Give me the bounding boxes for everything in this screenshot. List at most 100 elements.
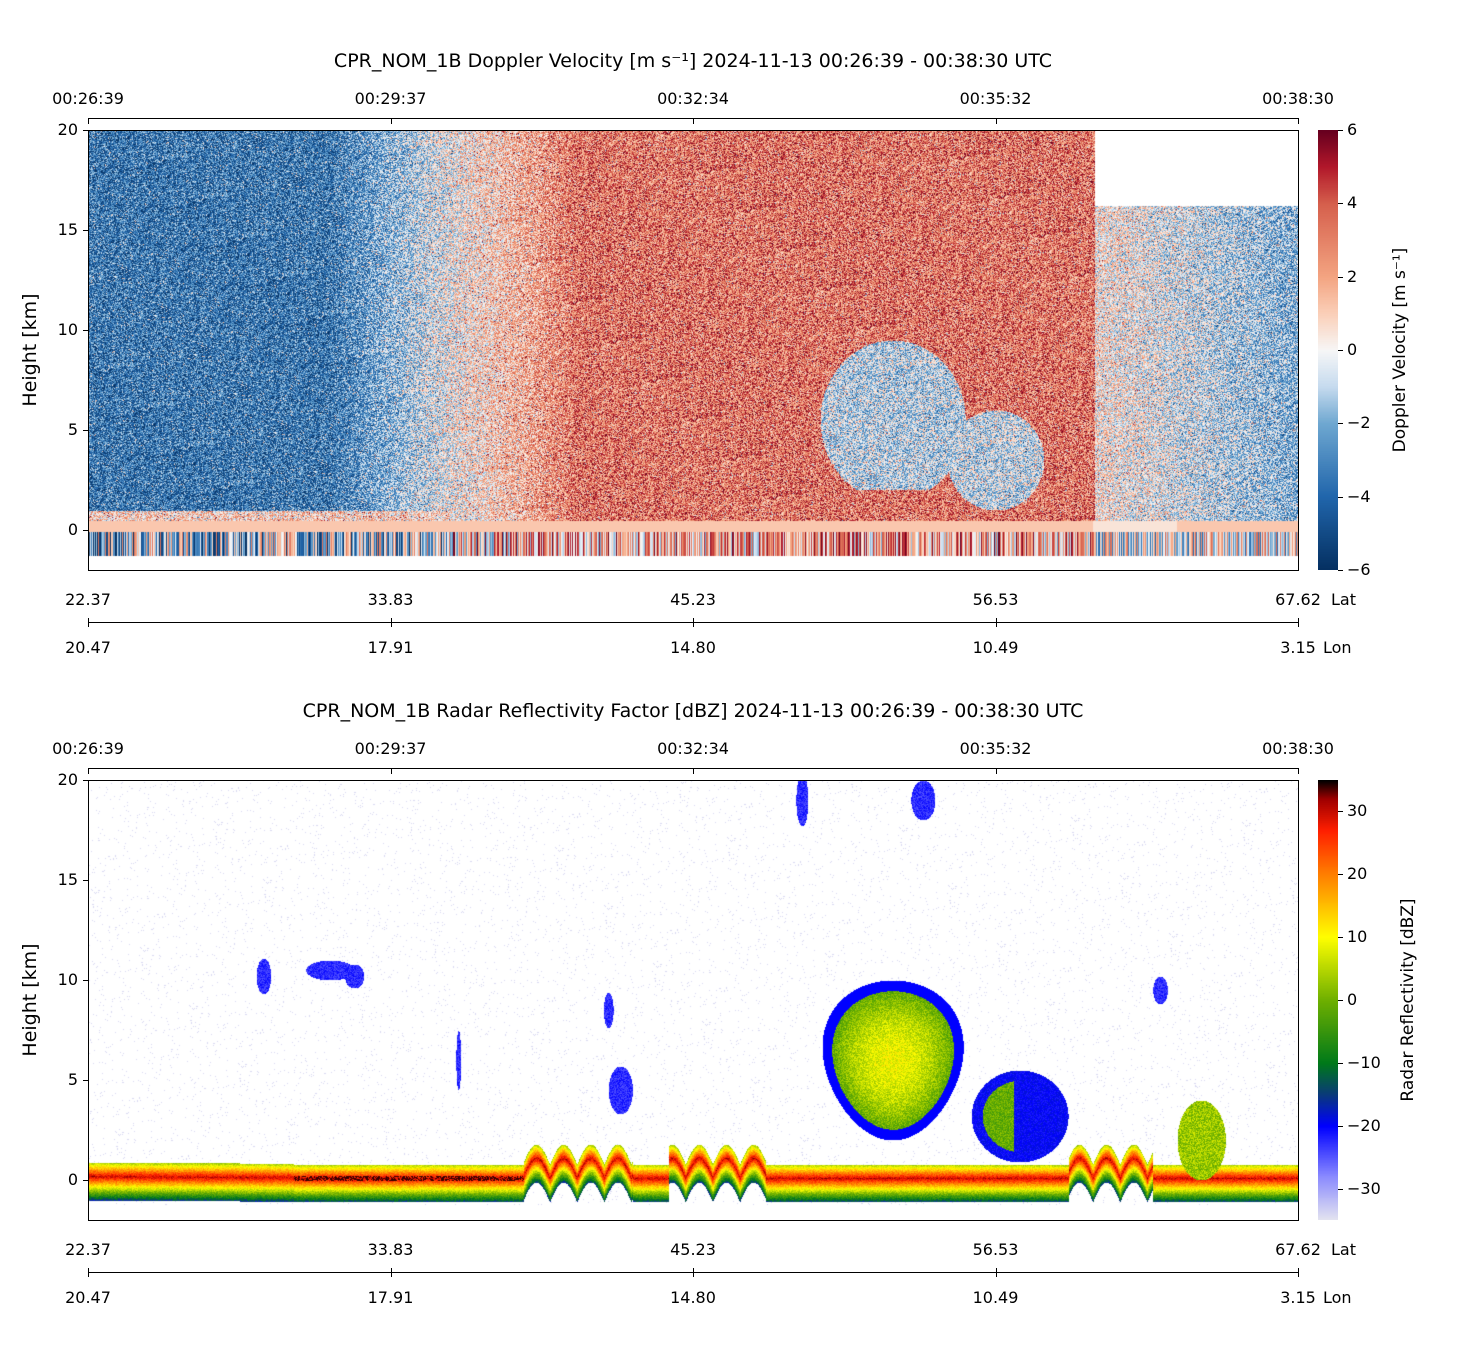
time-tick-label: 00:38:30: [1262, 739, 1334, 758]
colorbar-label: Radar Reflectivity [dBZ]: [1398, 898, 1418, 1102]
y-tick-label: 15: [57, 870, 78, 889]
y-tick-mark: [83, 130, 88, 131]
lat-tick-label: 67.62: [1275, 1240, 1321, 1259]
lon-tick-mark: [995, 618, 997, 627]
y-tick-mark: [83, 1080, 88, 1081]
y-axis-label: Height [km]: [19, 943, 41, 1057]
lat-label: Lat: [1331, 1240, 1356, 1259]
time-tick-mark: [995, 768, 997, 774]
time-tick-mark: [995, 118, 997, 124]
heatmap-image: [88, 130, 1298, 570]
lon-tick-label: 3.15: [1280, 638, 1316, 657]
lon-tick-label: 14.80: [670, 638, 716, 657]
colorbar-tick-label: −2: [1347, 413, 1371, 433]
lat-label: Lat: [1331, 590, 1356, 609]
colorbar-tick-mark: [1338, 874, 1343, 876]
y-tick-label: 10: [57, 970, 78, 989]
time-tick-mark: [1298, 118, 1299, 124]
lon-label: Lon: [1323, 638, 1352, 657]
lon-tick-label: 20.47: [65, 638, 111, 657]
time-tick-mark: [390, 118, 392, 124]
time-tick-label: 00:29:37: [354, 739, 427, 758]
lon-tick-mark: [693, 618, 694, 627]
lon-tick-mark: [693, 1268, 694, 1277]
y-tick-label: 10: [57, 320, 78, 339]
lon-tick-label: 20.47: [65, 1288, 111, 1307]
lon-tick-mark: [390, 618, 392, 627]
lat-tick-label: 33.83: [367, 1240, 414, 1259]
colorbar-tick-label: −20: [1347, 1115, 1381, 1135]
colorbar-tick-mark: [1338, 130, 1343, 131]
chart-title: CPR_NOM_1B Radar Reflectivity Factor [dB…: [302, 700, 1084, 722]
colorbar-tick-label: 10: [1347, 927, 1368, 947]
y-tick-label: 20: [57, 770, 78, 789]
time-tick-label: 00:35:32: [959, 739, 1032, 758]
y-tick-mark: [83, 530, 88, 531]
y-tick-mark: [83, 330, 88, 331]
lon-tick-mark: [390, 1268, 392, 1277]
colorbar-tick-label: −30: [1347, 1178, 1381, 1198]
colorbar-tick-mark: [1338, 937, 1343, 939]
y-tick-label: 0: [67, 520, 78, 539]
y-tick-mark: [83, 980, 88, 981]
time-tick-mark: [693, 118, 694, 124]
colorbar-tick-mark: [1338, 1000, 1343, 1001]
y-tick-mark: [83, 780, 88, 781]
colorbar-tick-mark: [1338, 1188, 1343, 1190]
time-tick-label: 00:35:32: [959, 89, 1032, 108]
colorbar-tick-label: 4: [1347, 193, 1358, 213]
colorbar-tick-label: 20: [1347, 864, 1368, 884]
colorbar-tick-label: 6: [1347, 120, 1358, 139]
time-tick-label: 00:26:39: [52, 89, 124, 108]
lon-tick-label: 17.91: [367, 638, 414, 657]
colorbar-tick-mark: [1338, 1062, 1343, 1064]
lat-tick-label: 33.83: [367, 590, 414, 609]
colorbar-tick-mark: [1338, 1125, 1343, 1127]
heatmap-image: [88, 780, 1298, 1220]
colorbar-tick-mark: [1338, 496, 1343, 498]
lon-tick-mark: [1298, 1268, 1299, 1277]
colorbar-tick-label: −10: [1347, 1052, 1381, 1072]
colorbar-tick-label: 0: [1347, 340, 1358, 359]
y-tick-label: 5: [67, 1070, 78, 1089]
time-tick-mark: [390, 768, 392, 774]
chart-title: CPR_NOM_1B Doppler Velocity [m s⁻¹] 2024…: [333, 50, 1053, 72]
y-tick-mark: [83, 430, 88, 431]
y-tick-label: 5: [67, 420, 78, 439]
lat-tick-label: 56.53: [972, 1240, 1019, 1259]
colorbar-tick-mark: [1338, 570, 1343, 571]
colorbar-tick-mark: [1338, 276, 1343, 278]
lat-tick-label: 56.53: [972, 590, 1019, 609]
time-tick-label: 00:26:39: [52, 739, 124, 758]
colorbar-tick-mark: [1338, 350, 1343, 351]
lat-tick-label: 67.62: [1275, 590, 1321, 609]
lon-tick-label: 10.49: [972, 638, 1019, 657]
y-tick-mark: [83, 230, 88, 231]
colorbar-tick-label: 0: [1347, 990, 1358, 1009]
colorbar-tick-mark: [1338, 423, 1343, 425]
lon-tick-mark: [1298, 618, 1299, 627]
colorbar-tick-label: 30: [1347, 801, 1368, 821]
time-tick-label: 00:32:34: [657, 89, 729, 108]
y-tick-label: 15: [57, 220, 78, 239]
time-tick-label: 00:32:34: [657, 739, 729, 758]
lon-tick-label: 3.15: [1280, 1288, 1316, 1307]
colorbar-tick-label: −4: [1347, 486, 1371, 506]
y-axis-label: Height [km]: [19, 293, 41, 407]
lat-tick-label: 45.23: [670, 1240, 716, 1259]
y-tick-label: 0: [67, 1170, 78, 1189]
time-tick-mark: [88, 118, 89, 124]
lat-tick-label: 22.37: [65, 590, 111, 609]
time-tick-label: 00:29:37: [354, 89, 427, 108]
lon-tick-mark: [995, 1268, 997, 1277]
lon-tick-mark: [88, 618, 89, 627]
time-tick-mark: [88, 768, 89, 774]
colorbar-tick-label: −6: [1347, 560, 1371, 579]
colorbar-tick-mark: [1338, 811, 1343, 813]
time-tick-label: 00:38:30: [1262, 89, 1334, 108]
lon-tick-mark: [88, 1268, 89, 1277]
lon-tick-label: 14.80: [670, 1288, 716, 1307]
lon-tick-label: 17.91: [367, 1288, 414, 1307]
time-tick-mark: [1298, 768, 1299, 774]
